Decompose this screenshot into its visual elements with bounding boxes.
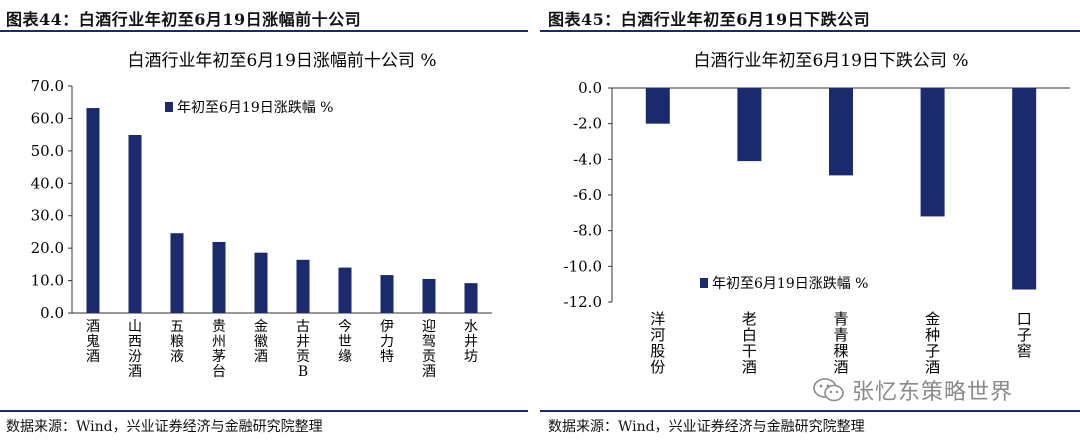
bar xyxy=(737,88,762,162)
y-tick-label: 10.0 xyxy=(31,272,64,290)
bar xyxy=(920,88,945,217)
bar xyxy=(1012,88,1037,290)
bar xyxy=(128,134,142,313)
y-tick-label: -8.0 xyxy=(573,222,602,240)
x-tick-label: 伊力特 xyxy=(380,319,394,365)
legend-label: 年初至6月19日涨跌幅 % xyxy=(712,275,868,292)
x-tick-label: 迎驾贡酒 xyxy=(422,319,436,380)
left-bottom-rule xyxy=(0,410,528,412)
left-panel: 图表44：白酒行业年初至6月19日涨幅前十公司 白酒行业年初至6月19日涨幅前十… xyxy=(0,0,528,442)
right-source-note: 数据来源：Wind，兴业证券经济与金融研究院整理 xyxy=(548,419,865,435)
y-tick-label: -4.0 xyxy=(573,150,602,168)
x-tick-label: 金徽酒 xyxy=(254,319,268,365)
y-tick-label: 20.0 xyxy=(31,239,64,257)
watermark-text: 张忆东策略世界 xyxy=(852,380,1014,405)
right-chart: 白酒行业年初至6月19日下跌公司 % 0.0 -2.0 -4.0 -6.0 -8.0 -10… xyxy=(564,51,1070,376)
x-tick-label: 古井贡 B xyxy=(296,319,310,380)
bar xyxy=(645,88,670,124)
chart-title: 白酒行业年初至6月19日涨幅前十公司 % xyxy=(127,51,436,71)
x-tick-label: 水井坊 xyxy=(464,319,478,365)
legend-swatch xyxy=(700,278,708,288)
right-panel: 图表45：白酒行业年初至6月19日下跌公司 白酒行业年初至6月19日下跌公司 %… xyxy=(540,0,1080,442)
left-chart: 白酒行业年初至6月19日涨幅前十公司 % 0.0 10.0 20.0 30.0 40.0 5… xyxy=(31,51,492,380)
bar xyxy=(170,233,184,313)
bar xyxy=(380,275,394,313)
bar xyxy=(86,108,100,314)
bar xyxy=(464,283,478,313)
bar xyxy=(212,241,226,313)
y-tick-label: 70.0 xyxy=(31,77,64,95)
x-tick-label: 贵州茅台 xyxy=(212,319,226,380)
x-tick-label: 口子窖 xyxy=(1017,310,1032,360)
x-tick-label: 今世缘 xyxy=(338,319,352,365)
bar xyxy=(296,259,310,313)
y-tick-label: 0.0 xyxy=(578,79,602,97)
y-tick-label: 50.0 xyxy=(31,142,64,160)
right-bottom-rule xyxy=(540,410,1080,412)
y-tick-label: 30.0 xyxy=(31,207,64,225)
left-source-note: 数据来源：Wind，兴业证券经济与金融研究院整理 xyxy=(6,419,323,435)
legend-swatch xyxy=(165,102,173,112)
y-tick-label: -2.0 xyxy=(573,115,602,133)
bar xyxy=(338,267,352,313)
bar xyxy=(254,252,268,313)
x-tick-label: 五粮液 xyxy=(170,319,184,365)
x-tick-label: 酒鬼酒 xyxy=(86,319,100,365)
right-top-rule xyxy=(540,30,1080,32)
x-tick-label: 老白干酒 xyxy=(742,310,757,376)
y-tick-label: 0.0 xyxy=(40,304,64,322)
chart-title: 白酒行业年初至6月19日下跌公司 % xyxy=(693,51,968,71)
right-figure-title: 图表45：白酒行业年初至6月19日下跌公司 xyxy=(548,10,871,29)
left-top-rule xyxy=(0,30,528,32)
watermark: 张忆东策略世界 xyxy=(812,372,1062,408)
left-figure-title: 图表44：白酒行业年初至6月19日涨幅前十公司 xyxy=(6,10,362,29)
bar xyxy=(422,278,436,313)
wechat-logo-icon xyxy=(813,378,844,402)
y-tick-label: 40.0 xyxy=(31,174,64,192)
x-tick-label: 洋河股份 xyxy=(650,310,665,376)
y-tick-label: 60.0 xyxy=(31,109,64,127)
legend-label: 年初至6月19日涨跌幅 % xyxy=(177,99,333,116)
y-tick-label: -10.0 xyxy=(564,257,602,275)
x-tick-label: 青青稞酒 xyxy=(833,310,848,376)
bar xyxy=(829,88,853,176)
x-tick-label: 金种子酒 xyxy=(925,310,940,376)
y-tick-label: -6.0 xyxy=(573,186,602,204)
x-tick-label: 山西汾酒 xyxy=(128,319,142,380)
y-tick-label: -12.0 xyxy=(564,293,602,311)
